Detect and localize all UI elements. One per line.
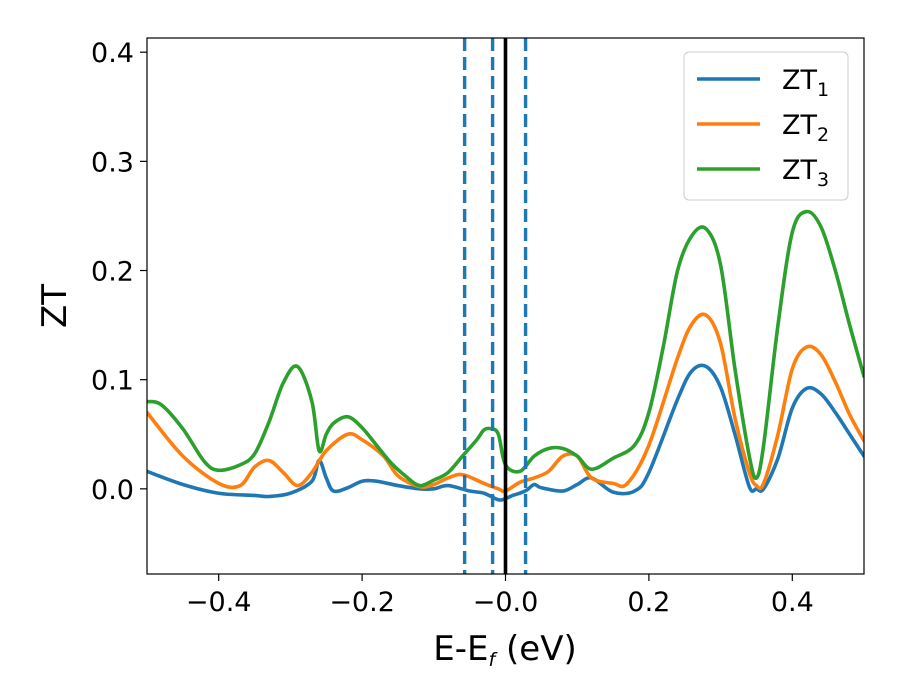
y-axis-label: ZT: [35, 284, 75, 328]
y-tick-label: 0.4: [91, 38, 134, 69]
x-axis-label: E-Ef (eV): [433, 629, 576, 671]
legend-box: [683, 51, 849, 201]
legend-label-zt2: ZT2: [782, 110, 829, 146]
y-tick-label: 0.1: [91, 366, 134, 397]
y-tick-label: 0.2: [91, 257, 134, 288]
legend-label-zt1: ZT1: [782, 65, 829, 101]
x-tick-label: −0.4: [186, 587, 252, 618]
axis-ticks: −0.4 −0.2 −0.0 0.2 0.4 0.0 0.1 0.2 0.3 0.4: [91, 38, 814, 618]
x-tick-label: 0.4: [771, 587, 814, 618]
y-tick-label: 0.3: [91, 147, 134, 178]
series-line-zt1: [147, 363, 864, 502]
plot-area: [147, 38, 864, 574]
series-line-zt2: [147, 312, 864, 494]
legend: ZT1 ZT2 ZT3: [683, 51, 849, 201]
y-tick-label: 0.0: [91, 475, 134, 506]
x-tick-label: −0.0: [473, 587, 539, 618]
x-tick-label: 0.2: [627, 587, 670, 618]
series-line-zt3: [147, 209, 864, 488]
legend-label-zt3: ZT3: [782, 155, 829, 191]
x-tick-label: −0.2: [329, 587, 395, 618]
